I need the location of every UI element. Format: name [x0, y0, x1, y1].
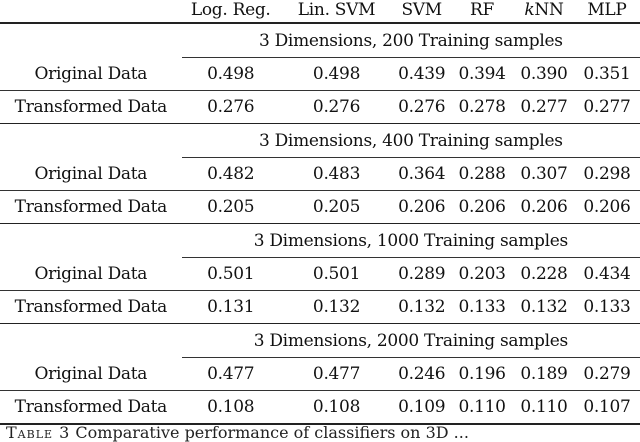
- header-row: Log. Reg. Lin. SVM SVM RF kNN MLP: [0, 0, 640, 23]
- cell-lin-svm: 0.205: [279, 190, 394, 224]
- table-row: Original Data 0.477 0.477 0.246 0.196 0.…: [0, 358, 640, 391]
- cell-log-reg: 0.498: [207, 64, 255, 84]
- cell-knn: 0.110: [514, 390, 574, 425]
- results-table: Log. Reg. Lin. SVM SVM RF kNN MLP 3 Dime…: [0, 0, 640, 425]
- cell-log-reg: 0.482: [207, 164, 255, 184]
- cell-knn: 0.277: [514, 90, 574, 124]
- cell-mlp: 0.107: [573, 390, 640, 425]
- cell-log-reg: 0.131: [181, 290, 280, 324]
- cell-lin-svm: 0.501: [312, 264, 361, 284]
- header-knn: kNN: [514, 0, 574, 23]
- cell-knn: 0.390: [520, 64, 568, 84]
- row-label: Transformed Data: [0, 90, 182, 124]
- table-row: Original Data 0.498 0.498 0.439 0.394 0.…: [0, 58, 640, 91]
- cell-rf: 0.196: [458, 364, 506, 384]
- header-lin-svm: Lin. SVM: [297, 0, 376, 20]
- cell-knn: 0.132: [514, 290, 574, 324]
- cell-rf: 0.203: [458, 264, 506, 284]
- cell-rf: 0.133: [450, 290, 515, 324]
- cell-rf: 0.278: [450, 90, 515, 124]
- cell-mlp: 0.279: [583, 364, 631, 384]
- cell-lin-svm: 0.477: [312, 364, 361, 384]
- caption-table-number: Table 3: [6, 423, 71, 442]
- cell-rf: 0.206: [450, 190, 515, 224]
- table-row: Transformed Data 0.131 0.132 0.132 0.133…: [0, 290, 640, 324]
- cell-rf: 0.394: [458, 64, 506, 84]
- row-label: Original Data: [34, 63, 148, 84]
- section-title-row: 3 Dimensions, 1000 Training samples: [0, 223, 640, 258]
- cell-mlp: 0.277: [573, 90, 640, 124]
- cell-log-reg: 0.477: [207, 364, 255, 384]
- cell-mlp: 0.133: [573, 290, 640, 324]
- row-label: Original Data: [34, 163, 148, 184]
- header-svm: SVM: [401, 0, 442, 20]
- cell-svm: 0.276: [393, 90, 451, 124]
- section-title: 3 Dimensions, 400 Training samples: [181, 123, 640, 158]
- header-knn-rest: NN: [534, 0, 564, 20]
- header-log-reg: Log. Reg.: [190, 0, 271, 20]
- header-mlp: MLP: [587, 0, 627, 20]
- results-table-container: Log. Reg. Lin. SVM SVM RF kNN MLP 3 Dime…: [0, 0, 640, 425]
- section-title: 3 Dimensions, 1000 Training samples: [181, 223, 640, 258]
- section-title: 3 Dimensions, 200 Training samples: [181, 22, 640, 58]
- cell-svm: 0.289: [398, 264, 446, 284]
- cell-svm: 0.364: [398, 164, 446, 184]
- cell-rf: 0.110: [450, 390, 515, 425]
- row-label: Original Data: [34, 263, 148, 284]
- row-label: Transformed Data: [0, 190, 182, 224]
- cell-knn: 0.307: [520, 164, 568, 184]
- cell-svm: 0.132: [393, 290, 451, 324]
- row-label: Transformed Data: [0, 290, 182, 324]
- row-label: Transformed Data: [0, 390, 182, 425]
- cell-rf: 0.288: [458, 164, 506, 184]
- cell-svm: 0.206: [393, 190, 451, 224]
- cell-mlp: 0.434: [583, 264, 631, 284]
- cell-svm: 0.109: [393, 390, 451, 425]
- table-caption: Table 3 Comparative performance of class…: [6, 423, 640, 442]
- cell-lin-svm: 0.132: [279, 290, 394, 324]
- cell-lin-svm: 0.108: [279, 390, 394, 425]
- cell-lin-svm: 0.498: [312, 64, 361, 84]
- cell-log-reg: 0.108: [181, 390, 280, 425]
- cell-knn: 0.228: [520, 264, 568, 284]
- cell-knn: 0.189: [520, 364, 568, 384]
- cell-mlp: 0.206: [573, 190, 640, 224]
- cell-mlp: 0.298: [583, 164, 631, 184]
- section-title: 3 Dimensions, 2000 Training samples: [181, 323, 640, 358]
- section-title-row: 3 Dimensions, 400 Training samples: [0, 123, 640, 158]
- cell-knn: 0.206: [514, 190, 574, 224]
- cell-log-reg: 0.501: [207, 264, 255, 284]
- header-rf: RF: [470, 0, 495, 20]
- cell-log-reg: 0.276: [181, 90, 280, 124]
- table-row: Transformed Data 0.276 0.276 0.276 0.278…: [0, 90, 640, 124]
- table-row: Original Data 0.501 0.501 0.289 0.203 0.…: [0, 258, 640, 291]
- cell-log-reg: 0.205: [181, 190, 280, 224]
- cell-lin-svm: 0.483: [312, 164, 361, 184]
- header-knn-k: k: [524, 0, 535, 20]
- table-row: Original Data 0.482 0.483 0.364 0.288 0.…: [0, 158, 640, 191]
- section-title-row: 3 Dimensions, 2000 Training samples: [0, 323, 640, 358]
- cell-svm: 0.439: [398, 64, 446, 84]
- row-label: Original Data: [34, 363, 148, 384]
- section-title-row: 3 Dimensions, 200 Training samples: [0, 22, 640, 58]
- table-row: Transformed Data 0.205 0.205 0.206 0.206…: [0, 190, 640, 224]
- caption-text: Comparative performance of classifiers o…: [75, 423, 469, 442]
- cell-svm: 0.246: [398, 364, 446, 384]
- header-label-cell: [0, 0, 182, 23]
- cell-lin-svm: 0.276: [279, 90, 394, 124]
- table-row: Transformed Data 0.108 0.108 0.109 0.110…: [0, 390, 640, 425]
- cell-mlp: 0.351: [583, 64, 631, 84]
